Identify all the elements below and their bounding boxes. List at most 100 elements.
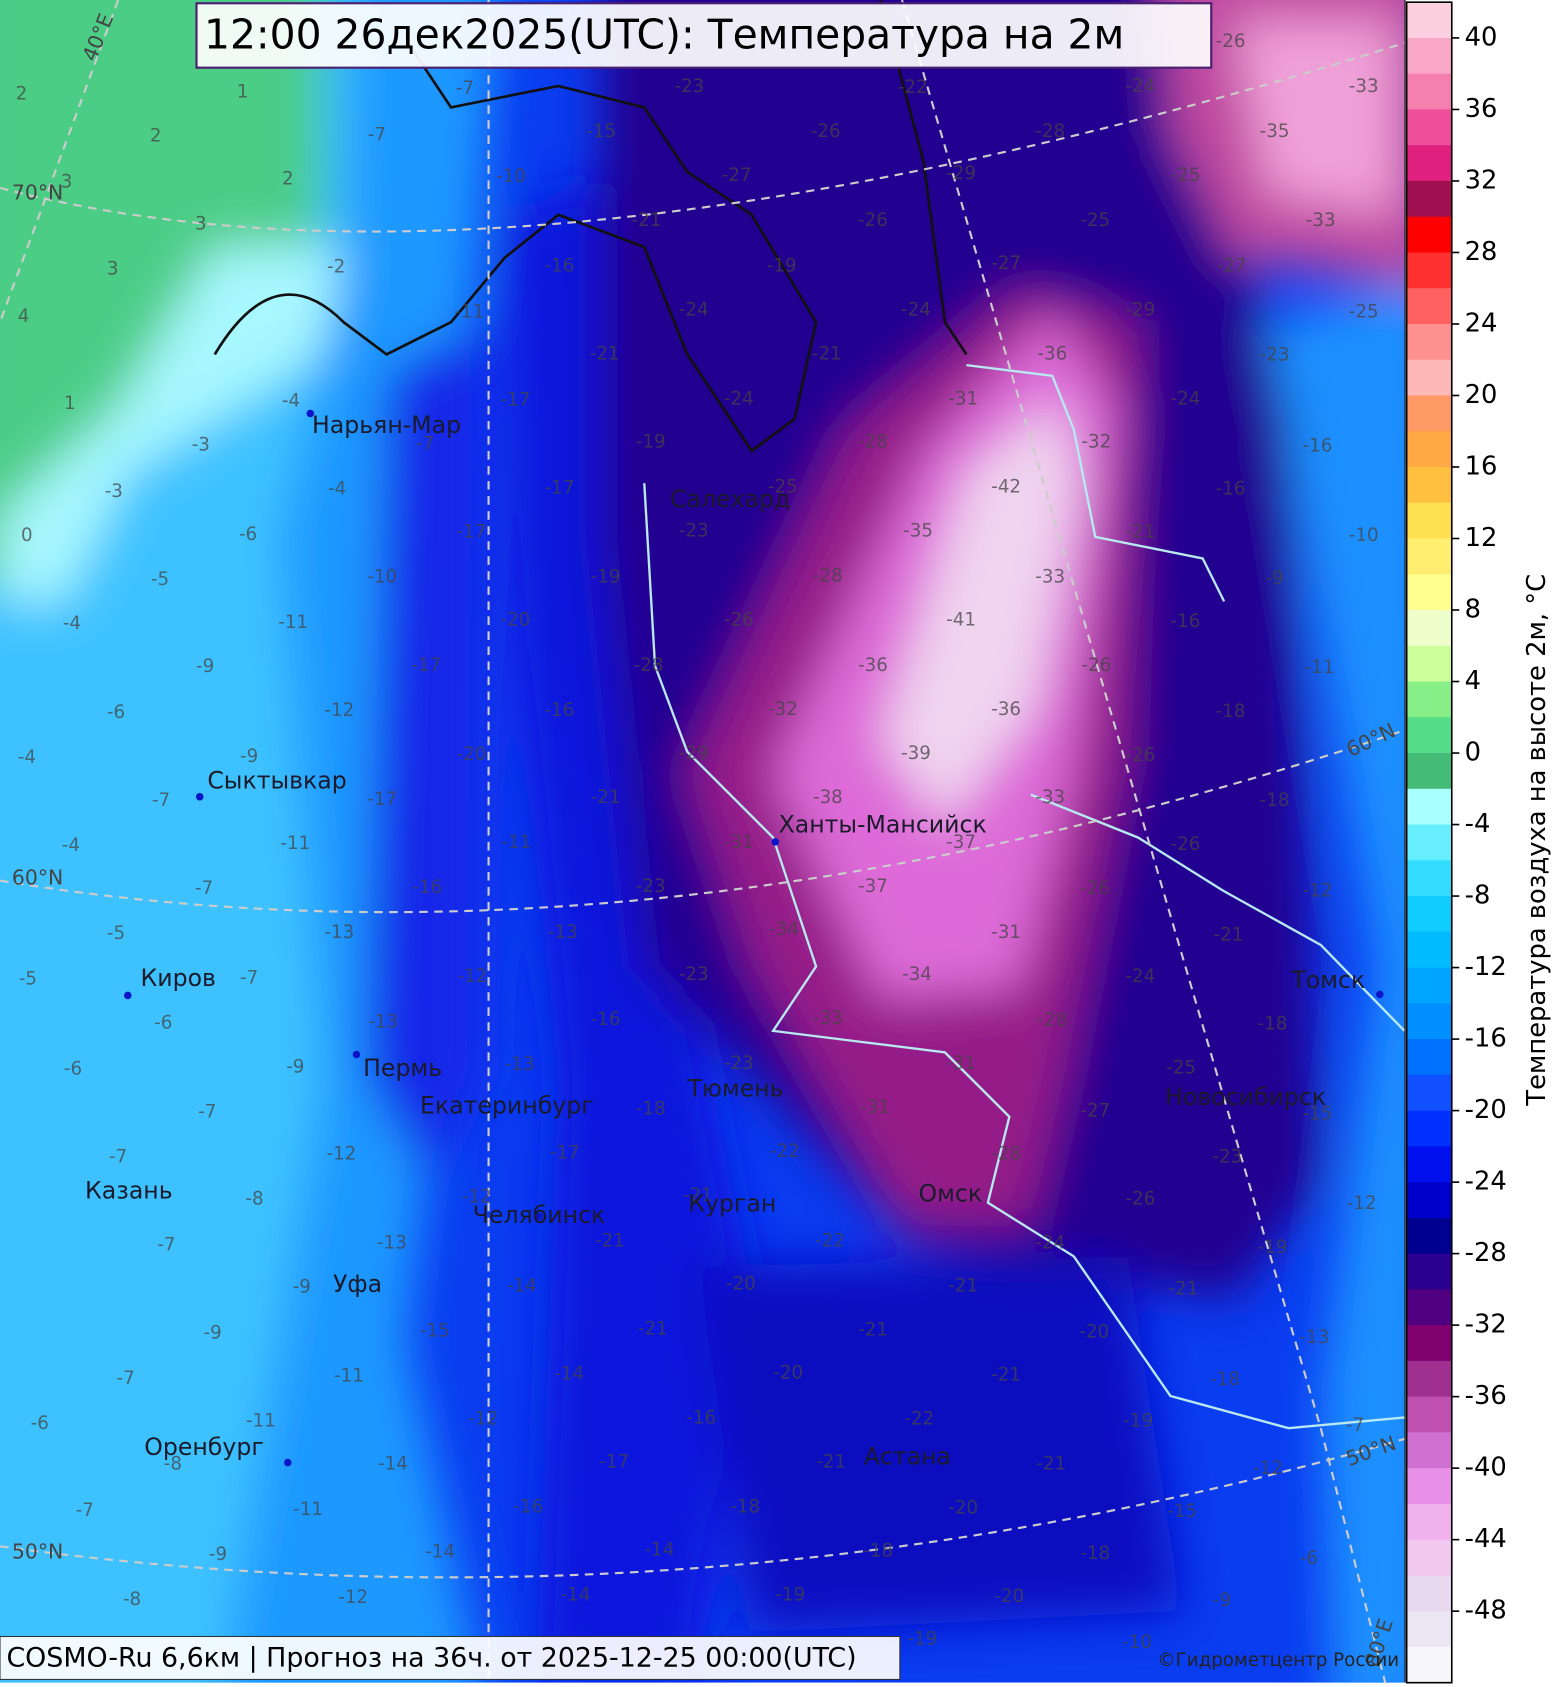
temperature-label: -21	[816, 1452, 846, 1473]
temperature-label: -6	[107, 702, 125, 723]
colorbar-tick-label: 16	[1465, 451, 1498, 481]
temperature-label: -21	[1036, 1454, 1066, 1475]
temperature-label: -9	[293, 1277, 311, 1298]
temperature-label: -9	[1265, 568, 1283, 589]
temperature-label: -12	[468, 1409, 498, 1430]
temperature-label: -3	[192, 435, 210, 456]
city-name: Омск	[918, 1180, 982, 1208]
colorbar-bin	[1406, 1074, 1452, 1112]
temperature-label: -18	[636, 1098, 666, 1119]
colorbar-bin	[1406, 967, 1452, 1004]
temperature-label: -20	[501, 610, 531, 631]
temperature-label: -7	[157, 1235, 175, 1256]
colorbar-tick-label: 8	[1465, 595, 1481, 625]
colorbar-bin	[1406, 37, 1452, 75]
temperature-label: -22	[815, 1230, 845, 1251]
temperature-label: -4	[328, 479, 346, 500]
city-name: Киров	[141, 964, 216, 992]
temperature-label: -7	[76, 1500, 94, 1521]
colorbar-bin	[1406, 180, 1452, 218]
colorbar-bin	[1406, 1039, 1452, 1076]
temperature-label: -36	[858, 655, 888, 676]
graticule-label: 70°N	[12, 180, 63, 204]
temperature-label: -12	[462, 1186, 492, 1207]
temperature-label: -18	[1210, 1369, 1240, 1390]
temperature-label: -26	[811, 121, 841, 142]
temperature-label: -7	[195, 878, 213, 899]
city-name: Оренбург	[144, 1433, 263, 1461]
colorbar-tick-label: -4	[1465, 809, 1491, 839]
city-name: Екатеринбург	[420, 1092, 594, 1120]
temperature-label: -7	[152, 790, 170, 811]
temperature-label: -23	[679, 964, 709, 985]
temperature-label: -11	[278, 612, 308, 633]
city-dot	[306, 409, 315, 418]
colorbar-bin	[1406, 931, 1452, 969]
temperature-label: -19	[1123, 1411, 1153, 1432]
colorbar-bin	[1406, 1325, 1452, 1362]
temperature-label: -27	[991, 253, 1021, 274]
temperature-label: -28	[634, 655, 664, 676]
graticule-label: 50°N	[12, 1540, 63, 1564]
city-dot	[124, 991, 132, 1000]
temperature-label: -32	[768, 699, 798, 720]
temperature-label: -4	[62, 835, 80, 856]
temperature-label: -6	[154, 1012, 172, 1033]
temperature-label: -16	[513, 1497, 543, 1518]
temperature-label: -10	[1122, 1632, 1152, 1653]
city-name: Челябинск	[473, 1201, 606, 1229]
colorbar-bin	[1406, 288, 1452, 325]
temperature-label: -41	[946, 610, 976, 631]
temperature-label: -12	[1253, 1458, 1283, 1479]
temperature-label: -21	[1125, 522, 1155, 543]
graticule-label: 60°N	[12, 865, 63, 889]
temperature-label: -15	[1167, 1501, 1197, 1522]
temperature-label: 3	[195, 213, 207, 234]
city-name: Пермь	[363, 1054, 442, 1082]
colorbar-bin	[1406, 359, 1452, 397]
city-name: Астана	[864, 1443, 951, 1471]
city-dot	[352, 1050, 361, 1059]
temperature-label: -26	[1081, 655, 1111, 676]
temperature-label: -23	[679, 521, 709, 542]
temperature-label: -24	[1125, 966, 1155, 987]
colorbar-bin	[1406, 1503, 1452, 1541]
temperature-label: -11	[334, 1366, 364, 1387]
colorbar-bin	[1406, 860, 1452, 897]
temperature-label: -32	[1081, 431, 1111, 452]
colorbar-tick-label: -32	[1465, 1310, 1507, 1340]
temperature-label: -26	[1125, 745, 1155, 766]
colorbar-tick-label: 36	[1465, 94, 1498, 124]
temperature-label: -22	[898, 77, 928, 98]
colorbar-tick-label: 20	[1465, 380, 1498, 410]
temperature-label: -31	[991, 922, 1021, 943]
colorbar-frame	[1405, 1, 1453, 1684]
temperature-label: -24	[901, 299, 931, 320]
colorbar-tick-label: 24	[1465, 308, 1498, 338]
temperature-label: -39	[901, 743, 931, 764]
temperature-label: -21	[638, 1318, 668, 1339]
temperature-label: -24	[679, 299, 709, 320]
colorbar-bin	[1406, 788, 1452, 826]
colorbar-bin	[1406, 216, 1452, 254]
temperature-label: -9	[204, 1323, 222, 1344]
temperature-label: -36	[1037, 343, 1067, 364]
colorbar-bin	[1406, 1396, 1452, 1433]
temperature-label: -3	[105, 481, 123, 502]
temperature-label: -20	[1079, 1322, 1109, 1343]
colorbar-bin	[1406, 574, 1452, 611]
temperature-label: -37	[858, 876, 888, 897]
temperature-label: 2	[16, 84, 28, 105]
colorbar-label: Температура воздуха на высоте 2м, °C	[1522, 574, 1552, 1107]
temperature-label: -7	[1346, 1415, 1364, 1436]
colorbar-bin	[1406, 502, 1452, 540]
temperature-label: 3	[107, 259, 119, 280]
temperature-label: -29	[1125, 299, 1155, 320]
temperature-label: -31	[946, 1053, 976, 1074]
colorbar-bin	[1406, 1182, 1452, 1219]
temperature-label: -35	[1260, 121, 1290, 142]
temperature-label: -33	[1035, 787, 1065, 808]
temperature-label: -5	[19, 968, 37, 989]
colorbar-bin	[1406, 538, 1452, 575]
